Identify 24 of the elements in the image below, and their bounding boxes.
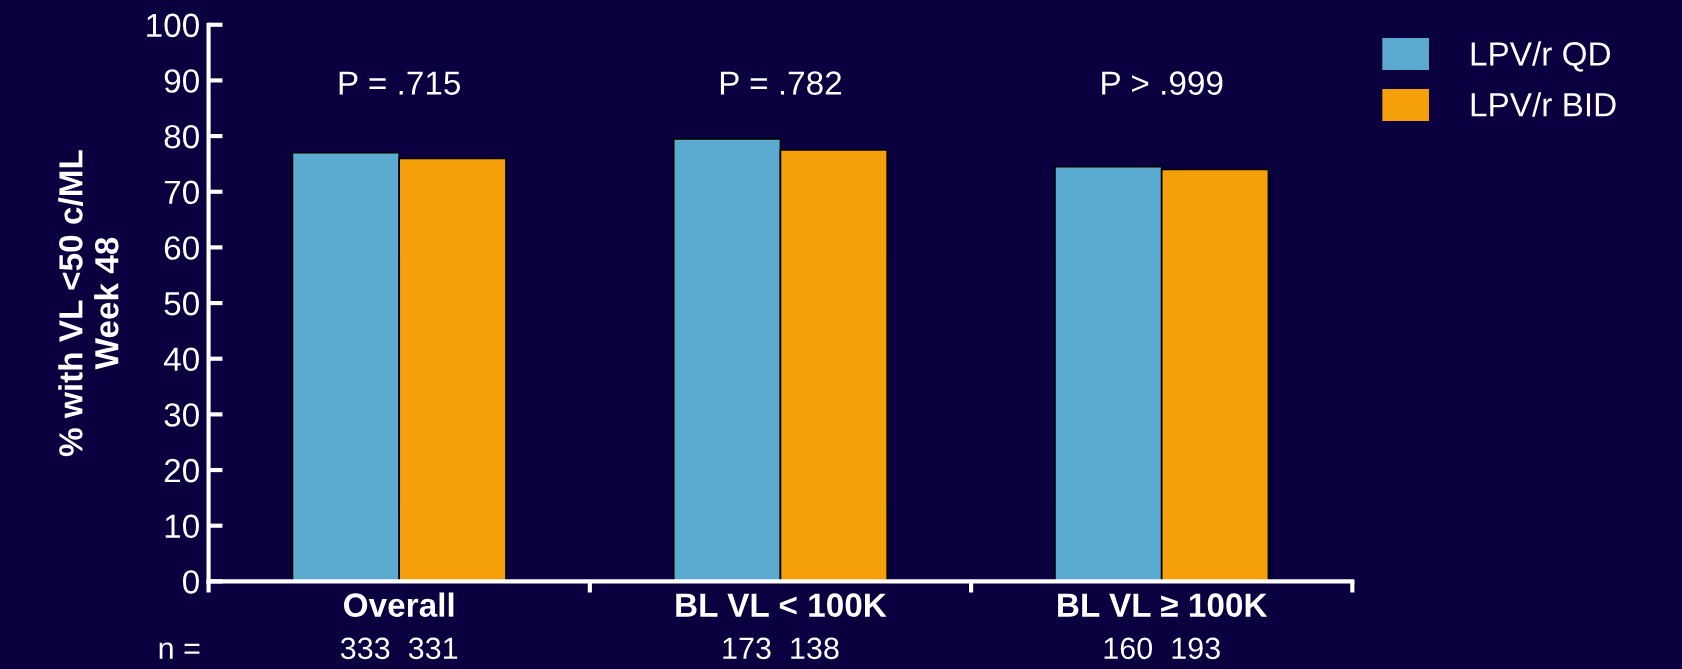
x-tick-label: BL VL < 100K (676, 593, 887, 617)
y-tick-label: 0 (183, 570, 199, 594)
y-tick-label: 50 (164, 291, 199, 316)
legend-label: LPV/r QD (1471, 41, 1611, 72)
text: 160 193 (1104, 637, 1220, 660)
y-tick-label: 10 (165, 514, 199, 539)
y-tick-label: 70 (164, 180, 199, 205)
y-tick-label: 90 (164, 69, 199, 93)
x-tick-label: BL VL ≥ 100K (1058, 593, 1268, 617)
text: 173 138 (723, 637, 839, 660)
y-tick-label: 60 (164, 236, 199, 260)
y-axis-title: % with VL <50 c/ML Week 48 (58, 150, 119, 457)
x-tick-label: Overall (344, 592, 454, 617)
annotation: P = .715 (339, 71, 461, 95)
text: 333 331 (340, 637, 458, 660)
y-tick-label: 20 (164, 458, 199, 483)
y-tick-label: 40 (163, 347, 199, 372)
y-tick-label: 80 (164, 124, 199, 149)
y-tick-label: 100 (147, 13, 199, 38)
annotation: P > .999 (1102, 71, 1223, 95)
text: n = (159, 642, 200, 659)
y-tick-label: 30 (164, 403, 199, 427)
legend-label: LPV/r BID (1471, 92, 1616, 117)
annotation: P = .782 (720, 71, 842, 95)
